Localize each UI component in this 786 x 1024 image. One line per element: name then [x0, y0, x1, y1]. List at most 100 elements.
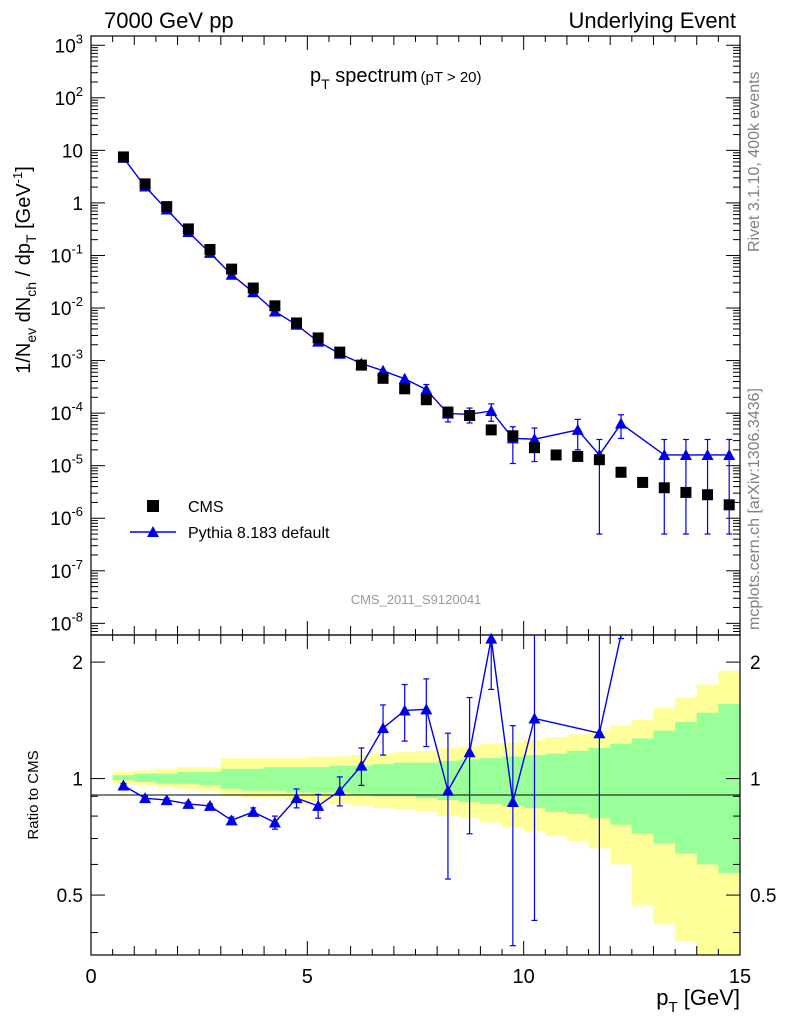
ratio-point	[593, 727, 606, 739]
ratio-point	[528, 712, 541, 724]
y-tick-label: 10-2	[50, 294, 83, 320]
mc-point	[723, 448, 736, 460]
data-point	[204, 243, 216, 255]
band-inner	[372, 764, 395, 797]
data-point	[312, 332, 324, 344]
band-inner	[220, 768, 243, 789]
legend-mc-marker	[147, 526, 159, 537]
y-tick-label: 10-6	[50, 504, 83, 530]
ratio-point	[355, 759, 368, 771]
band-inner	[134, 773, 157, 782]
y-tick-label: 10-8	[50, 609, 83, 635]
data-point	[182, 223, 194, 235]
ratio-point	[398, 704, 411, 716]
ratio-point	[203, 799, 216, 811]
y-tick-label: 10-5	[50, 452, 83, 478]
data-point	[139, 178, 151, 190]
ratio-tick-label-right: 1	[750, 770, 761, 791]
mc-point	[571, 423, 584, 435]
y-tick-label: 10-3	[50, 347, 83, 373]
y-tick-label: 102	[55, 84, 83, 110]
data-point	[550, 449, 562, 461]
band-inner	[199, 771, 222, 786]
data-point	[334, 346, 346, 358]
data-point	[615, 466, 627, 478]
y-axis-label: 1/Nev dNch / dpT [GeV-1]	[10, 166, 39, 374]
y-tick-label: 10-7	[50, 557, 83, 583]
ratio-point	[333, 784, 346, 796]
mc-series	[117, 151, 736, 535]
plot-title: pT spectrum (pT > 20)	[310, 65, 482, 92]
mc-point	[701, 448, 714, 460]
mc-point	[615, 417, 628, 429]
y-tick-label: 103	[55, 31, 83, 57]
data-point	[637, 476, 649, 488]
x-tick-label: 5	[302, 966, 313, 988]
band-inner	[631, 738, 654, 834]
ratio-tick-label-right: 0.5	[750, 886, 776, 907]
mc-point	[485, 404, 498, 416]
data-point	[593, 454, 605, 466]
ratio-tick-label: 1	[72, 770, 83, 791]
legend-data-label: CMS	[188, 499, 224, 516]
ratio-tick-label-right: 2	[750, 653, 761, 674]
ratio-point	[247, 805, 260, 817]
data-point	[658, 482, 670, 494]
ratio-point	[117, 779, 130, 791]
band-inner	[155, 773, 179, 784]
ratio-point	[441, 784, 454, 796]
data-series	[117, 151, 735, 511]
x-tick-label: 10	[513, 966, 535, 988]
ratio-point	[377, 722, 390, 734]
mc-point	[420, 383, 433, 395]
data-point	[269, 300, 281, 312]
ratio-y-label: Ratio to CMS	[25, 750, 42, 839]
header-left: 7000 GeV pp	[104, 8, 234, 33]
band-inner	[177, 771, 200, 784]
ratio-point	[420, 703, 433, 715]
mc-point	[528, 433, 541, 445]
ratio-point	[225, 814, 238, 826]
data-point	[161, 201, 173, 213]
band-inner	[696, 712, 719, 865]
axes: 0 5 10 1510310210110-110-210-310-410-510-61…	[50, 31, 776, 988]
band-inner	[415, 762, 438, 799]
ratio-line	[123, 634, 622, 824]
data-point	[528, 442, 540, 454]
band-inner	[653, 730, 676, 844]
ratio-point	[312, 799, 325, 811]
data-point	[680, 486, 692, 498]
y-tick-label: 10-1	[50, 241, 83, 267]
mc-point	[398, 372, 411, 384]
band-inner	[242, 768, 265, 791]
legend-data-marker	[147, 500, 159, 512]
svg-text:1/Nev dNch / dpT [GeV-1]: 1/Nev dNch / dpT [GeV-1]	[10, 166, 39, 374]
band-inner	[307, 767, 330, 793]
y-tick-label: 10	[62, 141, 83, 162]
data-point	[226, 263, 238, 275]
mc-line	[122, 157, 730, 457]
data-point	[399, 383, 411, 395]
band-inner	[675, 722, 698, 854]
band-inner	[545, 753, 568, 812]
y-tick-label: 10-4	[50, 399, 83, 425]
band-inner	[264, 767, 287, 791]
data-point	[572, 450, 584, 462]
data-point	[723, 499, 735, 511]
ratio-point	[160, 794, 173, 806]
mc-point	[679, 448, 692, 460]
data-point	[442, 406, 454, 418]
x-tick-label: 15	[729, 966, 751, 988]
band-inner	[480, 758, 503, 804]
band-inner	[718, 703, 741, 874]
ratio-point	[268, 816, 281, 828]
analysis-watermark: CMS_2011_S9120041	[351, 592, 482, 607]
data-point	[291, 317, 303, 329]
legend: CMS Pythia 8.183 default	[130, 499, 330, 542]
data-point	[702, 489, 714, 501]
data-point	[420, 394, 432, 406]
ratio-point	[290, 792, 303, 804]
ratio-point	[506, 795, 519, 807]
mc-point	[658, 448, 671, 460]
